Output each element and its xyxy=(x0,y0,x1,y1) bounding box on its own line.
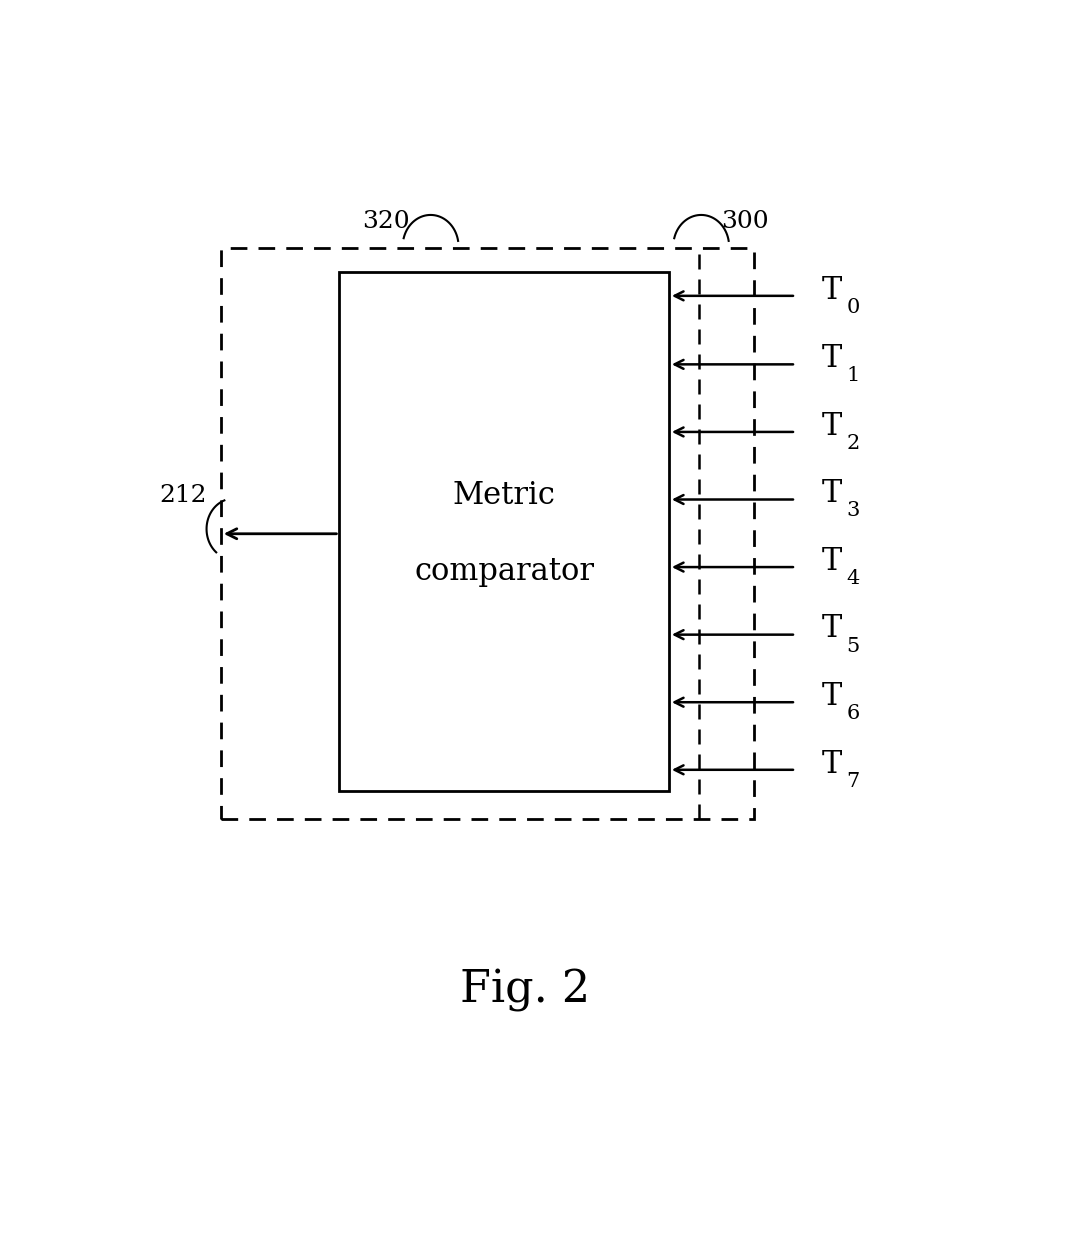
Text: 320: 320 xyxy=(362,210,409,234)
Text: 0: 0 xyxy=(847,298,860,316)
Text: 212: 212 xyxy=(159,485,206,507)
Text: Metric: Metric xyxy=(453,481,555,512)
Text: 300: 300 xyxy=(721,210,769,234)
Text: 2: 2 xyxy=(847,434,860,452)
Text: 5: 5 xyxy=(847,637,860,655)
Text: T: T xyxy=(822,274,841,305)
Text: Fig. 2: Fig. 2 xyxy=(460,969,590,1012)
Text: T: T xyxy=(822,749,841,780)
Text: T: T xyxy=(822,344,841,375)
Text: T: T xyxy=(822,478,841,509)
Bar xyxy=(220,248,754,819)
Text: comparator: comparator xyxy=(415,556,595,587)
Text: 6: 6 xyxy=(847,705,860,723)
Text: 3: 3 xyxy=(847,502,860,520)
Text: 7: 7 xyxy=(847,771,860,791)
Text: 1: 1 xyxy=(847,366,860,386)
Bar xyxy=(339,272,669,791)
Text: T: T xyxy=(822,613,841,644)
Text: T: T xyxy=(822,681,841,712)
Text: 4: 4 xyxy=(847,569,860,588)
Text: T: T xyxy=(822,546,841,577)
Text: T: T xyxy=(822,410,841,441)
